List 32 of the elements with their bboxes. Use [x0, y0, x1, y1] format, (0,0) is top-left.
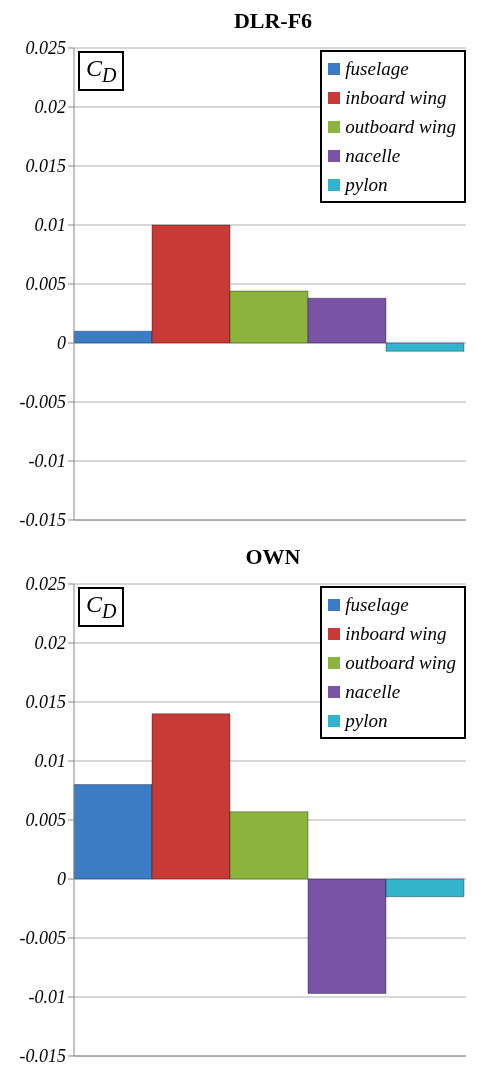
y-tick-label: 0.01	[34, 751, 66, 772]
legend-label: pylon	[345, 173, 388, 196]
y-tick-label: 0.02	[34, 633, 66, 654]
legend-label: inboard wing	[345, 622, 447, 645]
chart-title: DLR-F6	[232, 8, 314, 35]
legend-label: nacelle	[345, 680, 401, 703]
annotation: C$_{D}$	[78, 51, 125, 91]
legend-label: inboard wing	[345, 86, 447, 109]
legend-label: outboard wing	[345, 115, 456, 138]
y-tick-label: -0.01	[28, 451, 66, 472]
chart-title: OWN	[244, 544, 302, 571]
legend-label: fuselage	[345, 593, 409, 616]
annotation: C$_{D}$	[78, 587, 125, 627]
legend-label: nacelle	[345, 144, 401, 167]
legend-label: pylon	[345, 709, 388, 732]
y-tick-label: -0.005	[19, 392, 66, 413]
legend-label: fuselage	[345, 57, 409, 80]
y-tick-label: 0	[57, 869, 66, 890]
y-tick-label: -0.015	[19, 1046, 66, 1067]
y-tick-label: 0.015	[25, 156, 66, 177]
y-tick-label: -0.005	[19, 928, 66, 949]
y-tick-label: 0.025	[25, 38, 66, 59]
y-tick-label: 0.005	[25, 810, 66, 831]
y-tick-label: 0.02	[34, 97, 66, 118]
y-tick-label: 0.005	[25, 274, 66, 295]
y-tick-label: -0.01	[28, 987, 66, 1008]
y-tick-label: 0.025	[25, 574, 66, 595]
y-tick-label: 0.015	[25, 692, 66, 713]
legend-label: outboard wing	[345, 651, 456, 674]
y-tick-label: 0.01	[34, 215, 66, 236]
y-tick-label: 0	[57, 333, 66, 354]
y-tick-label: -0.015	[19, 510, 66, 531]
